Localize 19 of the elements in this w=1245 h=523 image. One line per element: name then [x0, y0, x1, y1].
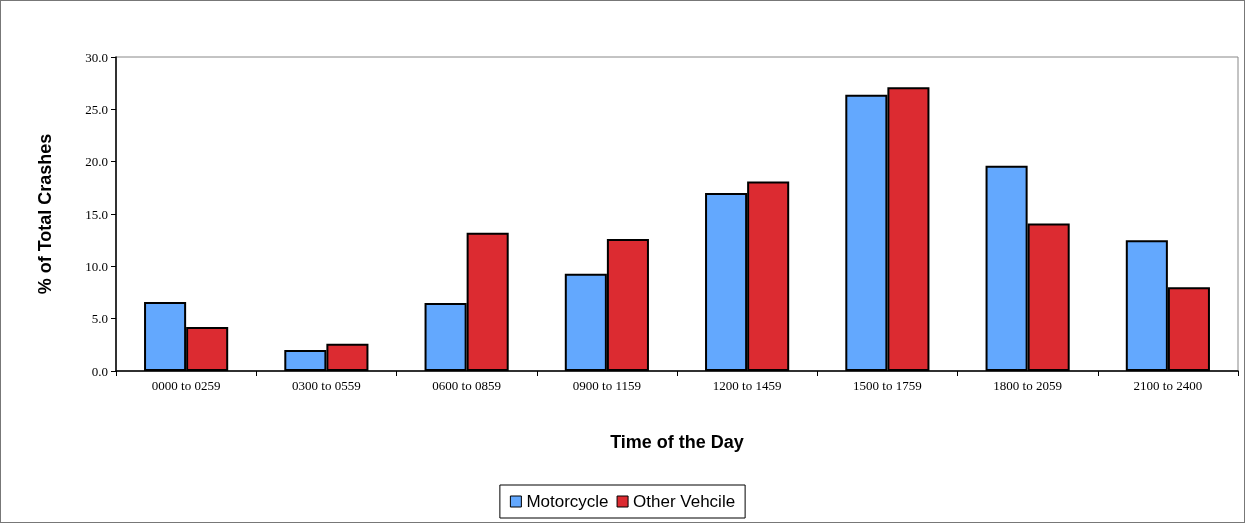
x-axis-title: Time of the Day: [610, 432, 744, 452]
y-tick-label: 20.0: [85, 154, 108, 170]
y-tick-label: 0.0: [91, 363, 108, 379]
x-tick-label: 0000 to 0259: [151, 378, 221, 393]
y-tick-label: 5.0: [91, 311, 108, 327]
y-tick-label: 30.0: [85, 49, 108, 65]
x-tick-label: 0600 to 0859: [432, 378, 501, 393]
legend-label: Motorcycle: [526, 492, 609, 511]
legend-label: Other Vehcile: [633, 492, 736, 511]
x-tick-label: 0900 to 1159: [572, 378, 641, 393]
x-tick-label: 1200 to 1459: [712, 378, 782, 393]
x-tick-label: 0300 to 0559: [292, 378, 361, 393]
x-tick-label: 2100 to 2400: [1133, 378, 1203, 393]
x-tick-label: 1500 to 1759: [853, 378, 922, 393]
y-tick-label: 15.0: [85, 206, 108, 222]
y-axis-title: % of Total Crashes: [35, 133, 55, 295]
y-tick-label: 25.0: [85, 101, 108, 117]
x-tick-label: 1800 to 2059: [993, 378, 1062, 393]
y-tick-label: 10.0: [85, 258, 108, 274]
